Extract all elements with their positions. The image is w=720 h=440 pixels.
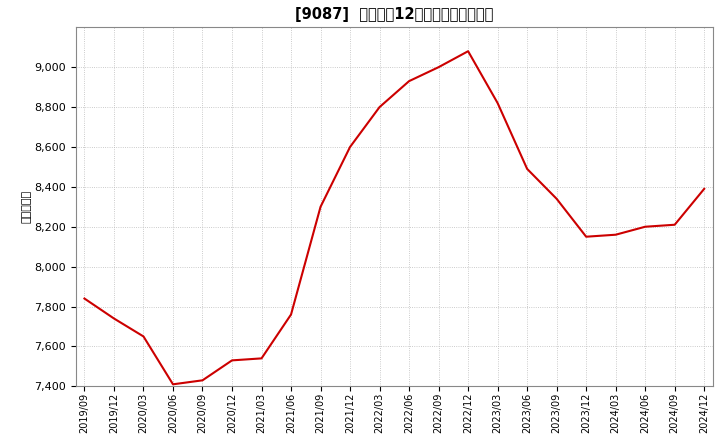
Y-axis label: （百万円）: （百万円）	[22, 190, 32, 224]
Title: [9087]  売上高の12か月移動合計の推移: [9087] 売上高の12か月移動合計の推移	[295, 7, 493, 22]
